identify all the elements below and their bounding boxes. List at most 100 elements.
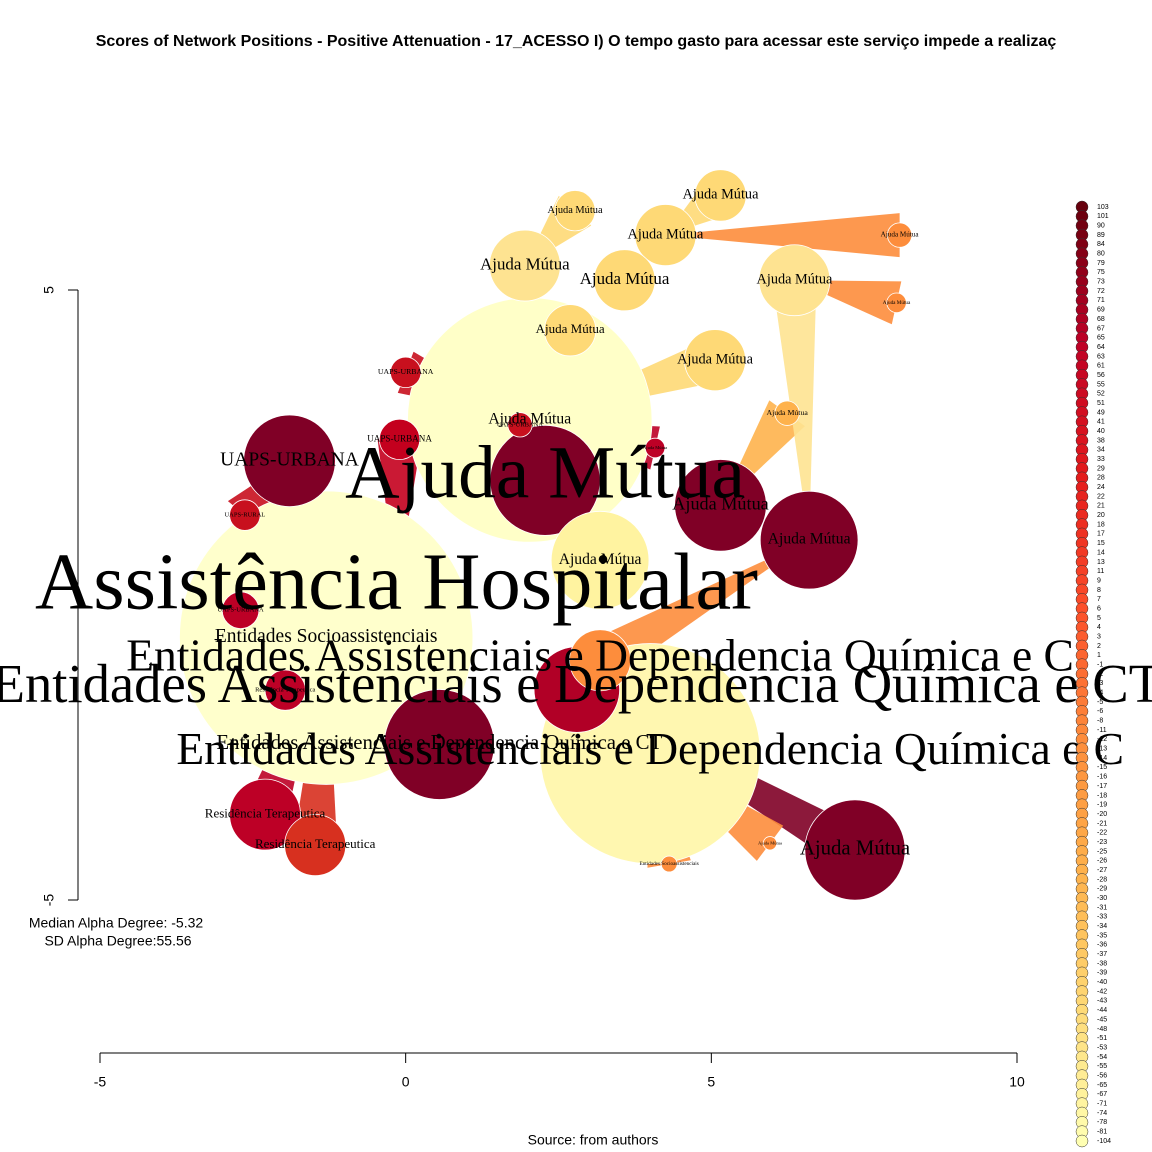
legend-label: 68 bbox=[1097, 316, 1105, 323]
node bbox=[886, 292, 907, 313]
node-label: Ajuda Mútua bbox=[881, 231, 920, 239]
node-label: Ajuda Mútua bbox=[480, 254, 570, 273]
node-label: Ajuda Mútua bbox=[672, 494, 768, 514]
node bbox=[660, 855, 678, 873]
node-label: Entidades Assistenciais e Dependencia Qu… bbox=[126, 630, 1074, 681]
legend-label: 38 bbox=[1097, 437, 1105, 444]
legend-label: -28 bbox=[1097, 876, 1107, 883]
legend-label: -53 bbox=[1097, 1044, 1107, 1051]
node bbox=[544, 304, 597, 357]
legend-label: 3 bbox=[1097, 633, 1101, 640]
legend-label: 69 bbox=[1097, 307, 1105, 314]
node bbox=[489, 424, 601, 536]
node-label: Ajuda Mútua bbox=[766, 408, 808, 417]
node-label: Ajuda Mútua bbox=[345, 432, 745, 515]
node bbox=[554, 190, 596, 232]
legend-label: -31 bbox=[1097, 904, 1107, 911]
node-label: Ajuda Mútua bbox=[628, 226, 704, 242]
node-label: Ajuda Mútua bbox=[757, 272, 833, 288]
axes: -5 0 5 10 -5 5 bbox=[41, 286, 1025, 1090]
node bbox=[694, 169, 747, 222]
legend-label: 89 bbox=[1097, 232, 1105, 239]
legend-label: 17 bbox=[1097, 531, 1105, 538]
node-label: Ajuda Mútua bbox=[580, 269, 670, 288]
legend-label: -37 bbox=[1097, 951, 1107, 958]
legend-label: -36 bbox=[1097, 942, 1107, 949]
node-label: Ajuda Mútua bbox=[559, 551, 642, 568]
legend-label: -39 bbox=[1097, 970, 1107, 977]
legend-label: -40 bbox=[1097, 979, 1107, 986]
legend-label: 41 bbox=[1097, 419, 1105, 426]
legend-label: 18 bbox=[1097, 521, 1105, 528]
legend-label: 22 bbox=[1097, 493, 1105, 500]
legend-label: 9 bbox=[1097, 577, 1101, 584]
legend-label: 61 bbox=[1097, 363, 1105, 370]
legend-label: -21 bbox=[1097, 820, 1107, 827]
legend-label: -38 bbox=[1097, 960, 1107, 967]
legend-label: 65 bbox=[1097, 335, 1105, 342]
node-label: Ajuda Mútua bbox=[547, 205, 603, 216]
node bbox=[593, 249, 656, 312]
legend-label: -51 bbox=[1097, 1035, 1107, 1042]
legend-label: -17 bbox=[1097, 783, 1107, 790]
legend-label: -8 bbox=[1097, 718, 1103, 725]
legend-label: -25 bbox=[1097, 848, 1107, 855]
legend-label: -20 bbox=[1097, 811, 1107, 818]
legend-label: -1 bbox=[1097, 662, 1103, 669]
annotation: Median Alpha Degree: -5.32 bbox=[29, 915, 204, 931]
legend-label: -2 bbox=[1097, 671, 1103, 678]
legend-label: 73 bbox=[1097, 279, 1105, 286]
node bbox=[550, 510, 650, 610]
legend-label: 52 bbox=[1097, 391, 1105, 398]
x-tick-label: 5 bbox=[707, 1074, 715, 1090]
legend-label: 1 bbox=[1097, 652, 1101, 659]
node bbox=[389, 356, 422, 389]
node-label: UAPS-URBANA bbox=[220, 449, 359, 470]
node bbox=[804, 799, 906, 901]
legend-label: -18 bbox=[1097, 792, 1107, 799]
node-label: Residência Terapeutica bbox=[255, 687, 315, 694]
legend-label: -45 bbox=[1097, 1016, 1107, 1023]
node bbox=[378, 418, 421, 461]
legend-label: -12 bbox=[1097, 736, 1107, 743]
legend-label: 51 bbox=[1097, 400, 1105, 407]
node-label: Ajuda Mútua bbox=[758, 840, 782, 845]
legend-label: 5 bbox=[1097, 615, 1101, 622]
legend-label: 28 bbox=[1097, 475, 1105, 482]
legend-label: 55 bbox=[1097, 381, 1105, 388]
node bbox=[507, 412, 533, 438]
legend-label: 84 bbox=[1097, 241, 1105, 248]
annotation: SD Alpha Degree:55.56 bbox=[44, 933, 191, 949]
node-label: UAPS-RURAL bbox=[224, 512, 265, 519]
node-label: UAPS-URBANA bbox=[497, 421, 544, 428]
node bbox=[383, 689, 495, 800]
node bbox=[634, 204, 697, 267]
legend-label: -55 bbox=[1097, 1063, 1107, 1070]
legend-label: 90 bbox=[1097, 223, 1105, 230]
node-label: Ajuda Mútua bbox=[536, 321, 605, 336]
legend-label: 101 bbox=[1097, 213, 1109, 220]
legend-label: -71 bbox=[1097, 1100, 1107, 1107]
legend-label: 7 bbox=[1097, 596, 1101, 603]
legend-label: 15 bbox=[1097, 540, 1105, 547]
legend-label: -35 bbox=[1097, 932, 1107, 939]
legend-label: 34 bbox=[1097, 447, 1105, 454]
node bbox=[758, 244, 831, 317]
y-tick-label: 5 bbox=[41, 286, 57, 294]
node-label: Ajuda Mútua bbox=[488, 411, 571, 428]
legend-label: 24 bbox=[1097, 484, 1105, 491]
legend-label: 72 bbox=[1097, 288, 1105, 295]
legend-label: -26 bbox=[1097, 858, 1107, 865]
legend-label: 71 bbox=[1097, 297, 1105, 304]
legend-label: -5 bbox=[1097, 699, 1103, 706]
legend: 1031019089848079757372716968676564636156… bbox=[1075, 200, 1111, 1148]
legend-label: -34 bbox=[1097, 923, 1107, 930]
legend-label: -43 bbox=[1097, 998, 1107, 1005]
node-label: Ajuda Mútua bbox=[800, 837, 910, 860]
legend-label: 63 bbox=[1097, 353, 1105, 360]
node bbox=[489, 229, 561, 302]
legend-label: 64 bbox=[1097, 344, 1105, 351]
legend-label: 11 bbox=[1097, 568, 1104, 575]
legend-label: -11 bbox=[1097, 727, 1107, 734]
legend-label: -29 bbox=[1097, 886, 1107, 893]
